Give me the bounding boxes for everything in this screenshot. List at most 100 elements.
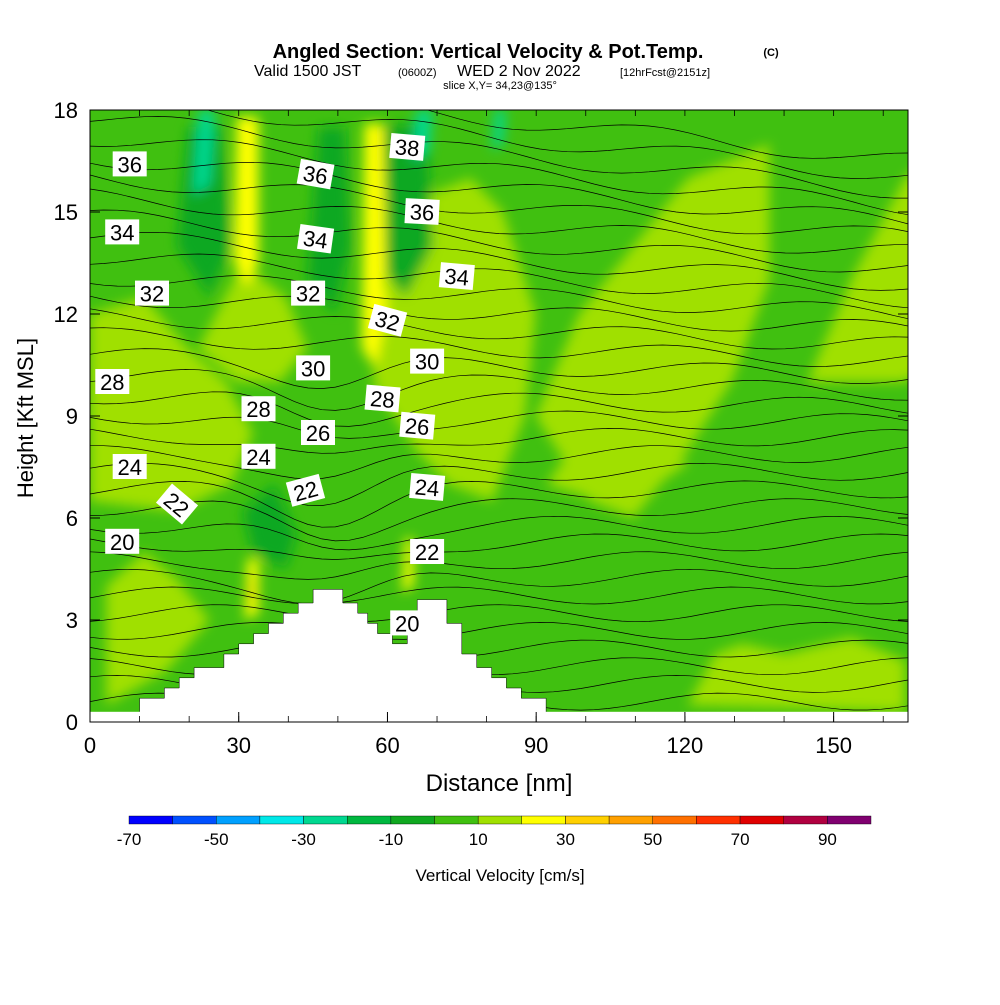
contour-label-box	[241, 443, 276, 469]
colorbar-label: Vertical Velocity [cm/s]	[415, 866, 584, 885]
theta-contour-line	[90, 551, 908, 580]
contour-label: 24	[409, 472, 446, 501]
colorbar-bin	[739, 815, 784, 825]
contour-label-text: 28	[369, 386, 396, 413]
contour-label-box	[404, 198, 440, 225]
theta-contour-line	[90, 480, 908, 528]
contour-label-text: 32	[296, 282, 320, 307]
copyright-mark: (C)	[763, 47, 779, 59]
y-tick-label: 18	[54, 98, 78, 123]
contour-label-box	[296, 355, 331, 381]
contour-label-text: 24	[414, 474, 441, 501]
x-tick-label: 120	[667, 733, 704, 758]
slice-label: slice X,Y= 34,23@135°	[443, 80, 557, 92]
theta-contour-line	[90, 116, 908, 199]
colorbar-bin	[390, 815, 435, 825]
contour-label-box	[399, 411, 436, 440]
theta-contour-line	[90, 568, 908, 605]
contour-labels: 36 34 32 28 24 22 20 36 34 32 30 28 26 24 22 38 36 32 28 30…	[95, 132, 475, 636]
contour-label-box	[364, 384, 401, 413]
contour-label-text: 24	[246, 445, 270, 470]
contour-label-box	[112, 454, 147, 479]
theta-contour-line	[90, 327, 908, 367]
x-tick-label: 90	[524, 733, 548, 758]
contour-label-text: 24	[117, 455, 141, 480]
theta-contour-line	[90, 428, 908, 454]
velocity-region	[193, 110, 215, 195]
colorbar-tick-label: 30	[556, 830, 575, 849]
contour-label-text: 30	[415, 350, 439, 375]
colorbar-bin	[259, 815, 304, 825]
y-axis-label: Height [Kft MSL]	[13, 338, 38, 498]
chart-title: Angled Section: Vertical Velocity & Pot.…	[273, 41, 704, 63]
contour-label: 24	[241, 443, 276, 470]
contour-label: 30	[410, 348, 445, 375]
contour-label: 20	[390, 610, 425, 636]
contour-label-box	[410, 348, 445, 374]
contour-label-box	[241, 396, 276, 422]
theta-contour-line	[90, 295, 908, 332]
colorbar-bin	[652, 815, 697, 825]
y-tick-label: 6	[66, 506, 78, 531]
contour-label-text: 28	[100, 370, 124, 395]
contour-label-text: 22	[415, 540, 439, 565]
theta-contour-line	[90, 253, 908, 309]
colorbar-tick-label: -70	[117, 830, 142, 849]
theta-contour-line	[90, 410, 908, 439]
contour-label-box	[155, 483, 199, 525]
theta-contour-line	[90, 515, 908, 551]
contour-label: 34	[105, 219, 140, 245]
colorbar-bin	[827, 815, 872, 825]
theta-contour-line	[90, 445, 908, 480]
forecast-label: [12hrFcst@2151z]	[620, 67, 710, 79]
contour-label-text: 36	[409, 199, 435, 225]
colorbar-bin	[434, 815, 479, 825]
contour-label-text: 20	[395, 611, 419, 636]
theta-contour-line	[90, 622, 908, 640]
valid-line: Valid 1500 JST (0600Z) WED 2 Nov 2022 [1…	[254, 63, 710, 80]
contour-label-text: 26	[404, 413, 431, 440]
contour-label-box	[438, 262, 475, 291]
x-axis-label: Distance [nm]	[426, 770, 573, 797]
theta-contours	[90, 110, 908, 711]
contour-label-box	[285, 473, 326, 507]
contour-label: 36	[296, 158, 335, 190]
contour-label: 20	[105, 528, 140, 555]
colorbar-tick-label: -30	[291, 830, 316, 849]
theta-contour-line	[90, 162, 908, 225]
colorbar-bin	[696, 815, 741, 825]
contour-label: 32	[135, 280, 169, 307]
theta-contour-line	[90, 209, 908, 273]
colorbar-tick-label: 90	[818, 830, 837, 849]
y-tick-label: 15	[54, 200, 78, 225]
theta-contour-line	[90, 462, 908, 506]
velocity-region	[546, 422, 688, 501]
colorbar-bin	[216, 815, 261, 825]
theta-contour-line	[90, 391, 908, 427]
colorbar-tick-label: 70	[731, 830, 750, 849]
contour-label-box	[95, 369, 130, 394]
contour-label-text: 34	[110, 220, 134, 245]
ground-strip	[90, 711, 908, 722]
contour-label-text: 26	[306, 421, 330, 446]
theta-contour-line	[90, 369, 908, 411]
velocity-field	[90, 110, 908, 712]
contour-label: 34	[296, 223, 335, 254]
colorbar-bin	[172, 815, 217, 825]
colorbar-bin	[565, 815, 610, 825]
colorbar-tick-label: -50	[204, 830, 229, 849]
valid-time: Valid 1500 JST	[254, 63, 362, 80]
velocity-region	[242, 484, 297, 569]
theta-contour-line	[90, 604, 908, 623]
contour-label: 24	[112, 454, 147, 480]
velocity-region	[234, 116, 259, 287]
theta-contour-line	[90, 533, 908, 560]
y-tick-label: 0	[66, 710, 78, 735]
colorbar-bin	[128, 815, 173, 825]
theta-contour-line	[90, 275, 908, 320]
y-tick-label: 3	[66, 608, 78, 633]
contour-label-box	[301, 420, 335, 445]
